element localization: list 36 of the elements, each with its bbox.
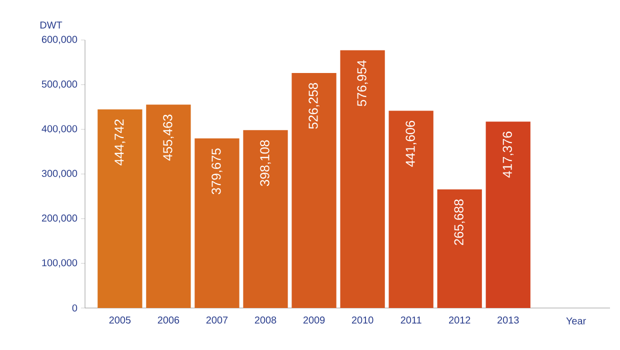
bar (340, 50, 385, 308)
data-label: 398,108 (260, 140, 271, 186)
x-tick-label: 2011 (400, 316, 422, 324)
data-label: 441,606 (406, 120, 416, 167)
y-tick-label: 100,000 (42, 259, 78, 268)
x-tick-label: 2012 (449, 316, 470, 324)
x-tick-label: 2007 (206, 316, 228, 324)
bar (146, 104, 191, 308)
y-tick-label: 0 (72, 304, 78, 312)
bar (486, 122, 530, 308)
x-tick-label: 2008 (254, 316, 276, 324)
data-label: 526,258 (308, 83, 320, 129)
y-tick-label: 400,000 (42, 125, 78, 134)
x-tick-label: 2013 (498, 316, 519, 324)
data-label: 417,376 (502, 132, 514, 178)
x-tick-label: 2006 (158, 316, 180, 324)
data-label: 265,688 (454, 199, 465, 246)
bar (292, 72, 336, 308)
y-tick-label: 300,000 (42, 170, 78, 178)
y-tick-label: 500,000 (42, 80, 78, 89)
x-tick-label: 2005 (109, 316, 131, 324)
bar (194, 138, 240, 308)
x-tick-label: 2010 (352, 316, 374, 324)
data-label: 455,463 (163, 114, 174, 161)
bar (243, 130, 288, 308)
x-axis-title: Year (566, 318, 586, 324)
x-tick-label: 2009 (303, 316, 325, 324)
y-tick-label: 600,000 (42, 36, 78, 44)
bar (98, 109, 142, 308)
y-axis-title: DWT (40, 22, 62, 28)
data-label: 444,742 (114, 120, 126, 166)
bar (388, 110, 434, 308)
data-label: 576,954 (357, 60, 368, 106)
data-label: 379,675 (212, 148, 222, 194)
y-tick-label: 200,000 (42, 214, 78, 223)
bar (437, 189, 482, 308)
